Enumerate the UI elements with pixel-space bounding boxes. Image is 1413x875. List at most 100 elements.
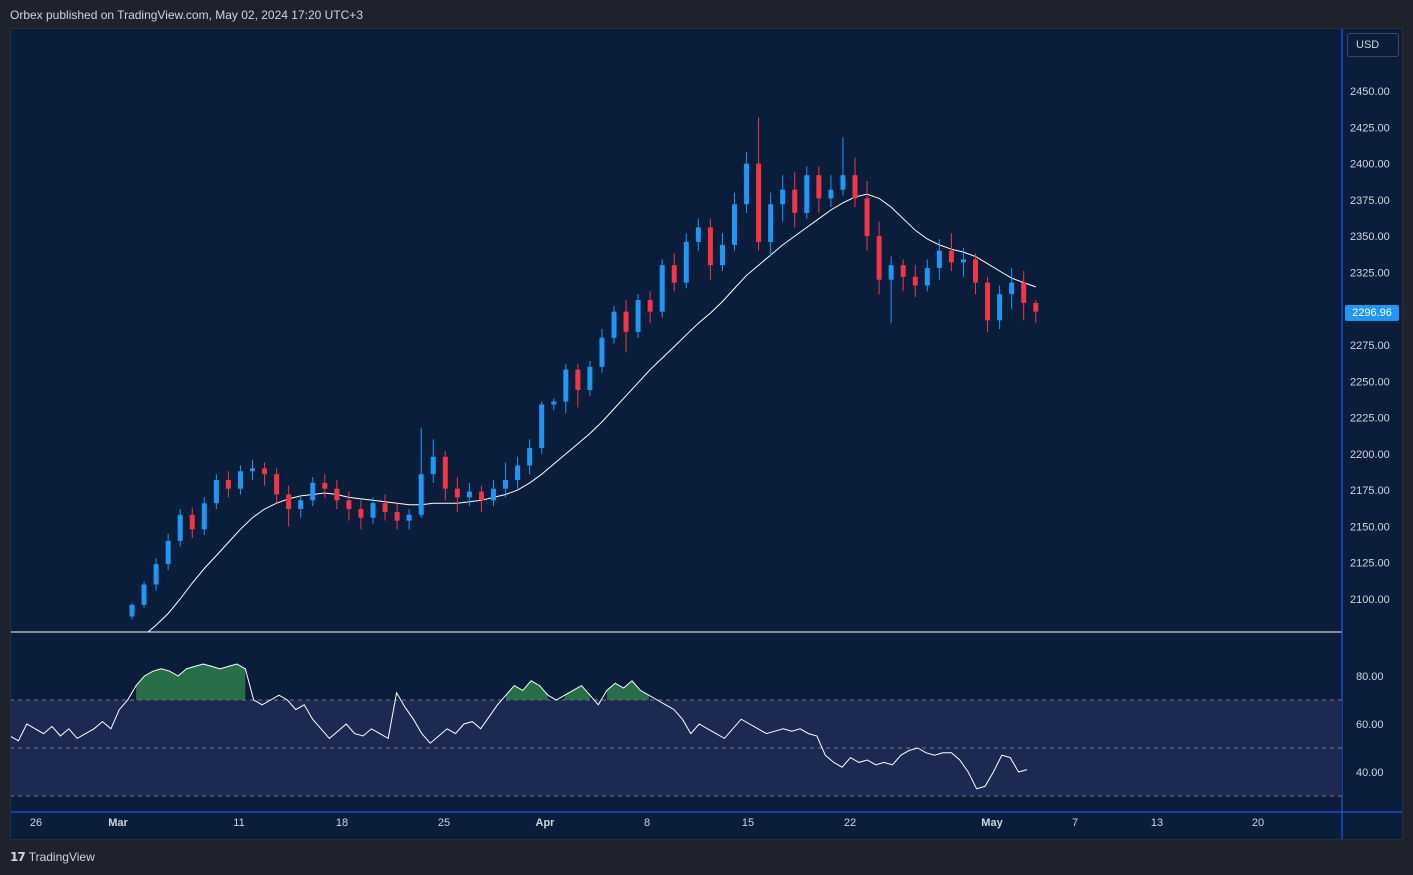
- candle-body: [948, 250, 954, 263]
- price-tick-label: 2100.00: [1350, 594, 1390, 606]
- candle-body: [129, 604, 135, 617]
- candle-body: [406, 514, 412, 521]
- price-tick-label: 2450.00: [1350, 86, 1390, 98]
- axes-layer: 2450.00 2425.00 2400.00 2375.00 2350.00 2325.…: [30, 86, 1390, 829]
- date-tick-label: 25: [438, 817, 450, 829]
- currency-button[interactable]: USD: [1347, 33, 1399, 57]
- price-tick-label: 2325.00: [1350, 267, 1390, 279]
- candle-body: [189, 514, 195, 530]
- candle-body: [539, 404, 545, 449]
- candle-body: [792, 189, 798, 213]
- candle-body: [828, 189, 834, 199]
- price-tick-label: 2375.00: [1350, 195, 1390, 207]
- date-tick-label: 11: [233, 817, 244, 829]
- candle-body: [310, 482, 316, 501]
- candle-body: [960, 259, 966, 263]
- price-tick-label: 2275.00: [1350, 340, 1390, 352]
- date-tick-label: 18: [336, 817, 348, 829]
- candle-body: [1033, 302, 1039, 312]
- price-tick-label: 2400.00: [1350, 159, 1390, 171]
- candle-body: [213, 479, 219, 504]
- date-tick-label: Mar: [108, 817, 128, 829]
- candle-body: [659, 265, 665, 312]
- candle-body: [695, 227, 701, 242]
- candle-body: [744, 163, 750, 205]
- candle-body: [430, 456, 436, 475]
- rsi-line: [10, 663, 1028, 790]
- price-tick-label: 2350.00: [1350, 231, 1390, 243]
- candle-body: [900, 265, 906, 277]
- candle-body: [563, 369, 569, 402]
- candle-body: [852, 175, 858, 199]
- candle-body: [286, 494, 292, 510]
- date-tick-label: 26: [30, 817, 42, 829]
- candle-body: [262, 468, 268, 475]
- chart-canvas[interactable]: 2450.00 2425.00 2400.00 2375.00 2350.00 2325.…: [10, 28, 1403, 840]
- candle-body: [768, 204, 774, 242]
- price-tick-label: 2150.00: [1350, 521, 1390, 533]
- candle-body: [418, 474, 424, 515]
- candle-body: [924, 268, 930, 286]
- date-tick-label: 22: [844, 817, 856, 829]
- rsi-tick-label: 60.00: [1356, 719, 1384, 731]
- candle-body: [912, 276, 918, 286]
- price-tick-label: 2250.00: [1350, 376, 1390, 388]
- candle-body: [973, 259, 978, 283]
- candle-body: [177, 514, 183, 541]
- candle-body: [237, 471, 243, 489]
- candle-body: [671, 265, 677, 283]
- candle-body: [599, 337, 605, 367]
- candle-body: [274, 474, 280, 495]
- candle-body: [201, 503, 207, 530]
- price-tick-label: 2425.00: [1350, 122, 1390, 134]
- price-tick-label: 2225.00: [1350, 413, 1390, 425]
- candle-body: [756, 163, 762, 242]
- tradingview-logo-icon: 17: [10, 850, 26, 864]
- candle-body: [346, 500, 352, 510]
- candle-body: [985, 282, 991, 321]
- tradingview-logo[interactable]: 17 TradingView: [10, 850, 95, 864]
- candle-body: [515, 465, 521, 480]
- rsi-tick-label: 40.00: [1356, 767, 1384, 779]
- tradingview-logo-text: TradingView: [28, 850, 95, 864]
- candle-body: [635, 300, 641, 332]
- top-bar: Orbex published on TradingView.com, May …: [0, 0, 1413, 28]
- candle-body: [997, 294, 1003, 321]
- candle-body: [153, 564, 159, 585]
- date-tick-label: 8: [644, 817, 650, 829]
- candle-body: [683, 241, 689, 283]
- candle-body: [623, 311, 629, 332]
- candle-body: [382, 503, 388, 512]
- candle-body: [394, 511, 400, 521]
- candle-body: [1021, 282, 1027, 303]
- publisher-text: Orbex published on TradingView.com, May …: [10, 8, 363, 22]
- candle-body: [442, 456, 448, 489]
- price-tick-label: 2175.00: [1350, 485, 1390, 497]
- candle-body: [503, 479, 509, 489]
- date-tick-label: May: [981, 817, 1003, 829]
- candle-body: [527, 448, 533, 466]
- candle-body: [454, 488, 460, 498]
- candle-body: [298, 500, 304, 510]
- moving-average-line: [147, 193, 1036, 632]
- rsi-tick-label: 80.00: [1356, 671, 1384, 683]
- rsi-overbought-fill: [564, 685, 590, 700]
- date-tick-label: 20: [1252, 817, 1264, 829]
- candle-body: [936, 250, 942, 269]
- candle-body: [780, 189, 786, 205]
- candle-body: [719, 244, 725, 266]
- candle-body: [575, 369, 581, 390]
- rsi-overbought-fill: [606, 680, 649, 700]
- candle-body: [466, 491, 472, 498]
- candle-body: [165, 540, 171, 565]
- candle-body: [816, 175, 822, 199]
- candle-body: [322, 482, 328, 489]
- candle-body: [888, 265, 894, 280]
- candle-body: [370, 503, 376, 518]
- candle-body: [840, 175, 846, 190]
- candle-body: [551, 401, 557, 405]
- candle-body: [358, 509, 364, 518]
- candle-body: [732, 204, 737, 245]
- last-price-tag: 2296.96: [1345, 305, 1399, 321]
- date-tick-label: 7: [1072, 817, 1078, 829]
